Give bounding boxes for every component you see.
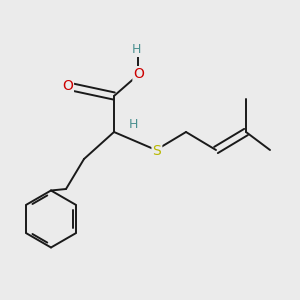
Text: O: O [62, 79, 73, 93]
Text: H: H [129, 118, 138, 131]
Text: S: S [152, 144, 161, 158]
Text: O: O [134, 67, 144, 81]
Text: H: H [132, 43, 141, 56]
